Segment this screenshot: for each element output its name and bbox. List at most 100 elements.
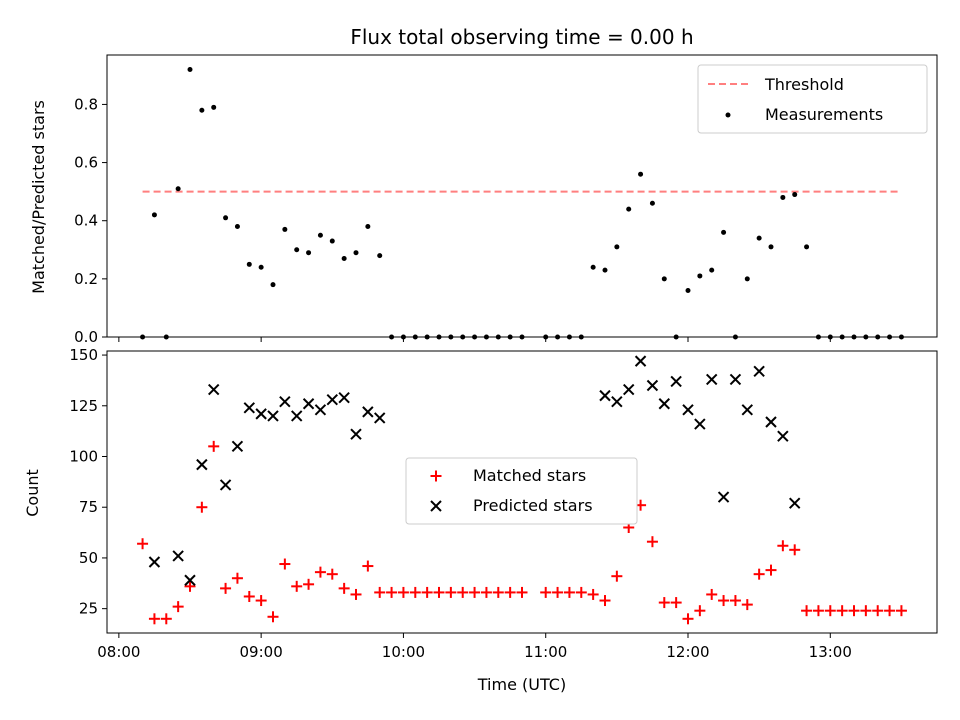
- measurement-point: [258, 264, 264, 270]
- matched-stars-point: [599, 595, 611, 607]
- matched-stars-point: [386, 586, 398, 598]
- measurement-point: [673, 334, 679, 340]
- predicted-stars-point: [291, 410, 303, 422]
- measurement-point: [187, 67, 193, 73]
- measurement-point: [815, 334, 821, 340]
- y-tick-label: 0.8: [74, 95, 98, 113]
- matched-stars-point: [279, 558, 291, 570]
- measurement-point: [389, 334, 395, 340]
- predicted-stars-point: [184, 574, 196, 586]
- matched-stars-point: [504, 586, 516, 598]
- measurement-point: [555, 334, 561, 340]
- matched-stars-point: [421, 586, 433, 598]
- matched-stars-point: [895, 605, 907, 617]
- ratio-marks: [140, 67, 904, 340]
- measurement-point: [140, 334, 146, 340]
- matched-stars-point: [445, 586, 457, 598]
- predicted-stars-point: [682, 404, 694, 416]
- predicted-stars-point: [302, 398, 315, 410]
- y-tick-label: 25: [79, 600, 98, 618]
- count-plot-frame: [106, 350, 938, 634]
- measurement-point: [709, 267, 715, 273]
- predicted-stars-point: [350, 428, 362, 440]
- measurement-point: [495, 334, 501, 340]
- legend-predicted-swatch: [430, 500, 442, 512]
- matched-stars-point: [492, 586, 504, 598]
- measurement-point: [306, 250, 312, 256]
- matched-stars-point: [374, 586, 386, 598]
- matched-stars-point: [587, 588, 599, 600]
- ratio-y-ticks: 0.0 0.2 0.4 0.6 0.8: [74, 95, 107, 346]
- measurement-point: [353, 250, 359, 256]
- measurement-point: [448, 334, 454, 340]
- matched-stars-point: [765, 564, 777, 576]
- matched-stars-point: [137, 538, 149, 550]
- legend-threshold-label: Threshold: [764, 75, 844, 94]
- matched-stars-point: [646, 536, 658, 548]
- predicted-stars-point: [706, 373, 718, 386]
- predicted-stars-point: [196, 458, 208, 471]
- x-tick-label: 08:00: [97, 643, 140, 661]
- matched-stars-point: [741, 599, 753, 611]
- measurement-point: [246, 261, 252, 267]
- count-legend-box: [405, 457, 638, 525]
- predicted-stars-point: [172, 550, 184, 562]
- legend-matched-swatch: [430, 470, 442, 482]
- matched-stars-point: [718, 595, 730, 607]
- measurement-point: [863, 334, 869, 340]
- matched-stars-point: [160, 613, 172, 625]
- matched-stars-point: [433, 586, 445, 598]
- measurement-point: [685, 287, 691, 293]
- measurement-point: [638, 171, 644, 177]
- predicted-stars-point: [362, 406, 374, 418]
- matched-stars-point: [777, 540, 789, 552]
- matched-stars-point: [267, 611, 279, 623]
- measurement-point: [400, 334, 406, 340]
- measurement-point: [649, 200, 655, 206]
- measurement-point: [732, 334, 738, 340]
- matched-stars-point: [172, 601, 184, 613]
- predicted-stars-point: [231, 440, 244, 453]
- predicted-stars-point: [694, 418, 706, 430]
- measurement-point: [614, 244, 620, 250]
- x-tick-label: 10:00: [382, 643, 425, 661]
- measurement-point: [792, 192, 798, 198]
- matched-stars-point: [848, 605, 860, 617]
- matched-stars-point: [552, 586, 564, 598]
- predicted-stars-point: [267, 410, 279, 422]
- predicted-stars-point: [753, 365, 765, 377]
- ratio-legend: Threshold Measurements: [697, 64, 928, 134]
- measurement-point: [377, 253, 383, 259]
- predicted-stars-point: [326, 393, 338, 406]
- x-tick-label: 11:00: [524, 643, 567, 661]
- predicted-stars-point: [789, 497, 801, 509]
- predicted-stars-point: [148, 556, 161, 568]
- measurement-point: [519, 334, 525, 340]
- chart-title: Flux total observing time = 0.00 h: [350, 25, 693, 49]
- matched-stars-point: [729, 595, 741, 607]
- measurement-point: [270, 282, 276, 288]
- legend-matched-label: Matched stars: [473, 466, 586, 485]
- x-tick-label: 12:00: [666, 643, 709, 661]
- measurement-point: [827, 334, 833, 340]
- matched-stars-point: [469, 586, 481, 598]
- measurement-point: [780, 194, 786, 200]
- y-tick-label: 0.0: [74, 328, 98, 346]
- measurement-point: [211, 104, 217, 110]
- measurement-point: [365, 224, 371, 230]
- predicted-stars-point: [599, 389, 611, 402]
- legend-measurements-label: Measurements: [765, 105, 883, 124]
- predicted-stars-point: [670, 375, 682, 388]
- measurement-point: [294, 247, 300, 253]
- matched-stars-point: [326, 568, 338, 580]
- matched-stars-point: [243, 590, 255, 602]
- matched-stars-point: [540, 586, 552, 598]
- ratio-y-axis-label: Matched/Predicted stars: [29, 100, 48, 294]
- matched-stars-point: [303, 578, 315, 590]
- measurement-point: [483, 334, 489, 340]
- matched-stars-point: [397, 586, 409, 598]
- measurement-point: [472, 334, 478, 340]
- matched-stars-point: [208, 440, 220, 452]
- x-tick-label: 13:00: [809, 643, 852, 661]
- measurement-point: [507, 334, 513, 340]
